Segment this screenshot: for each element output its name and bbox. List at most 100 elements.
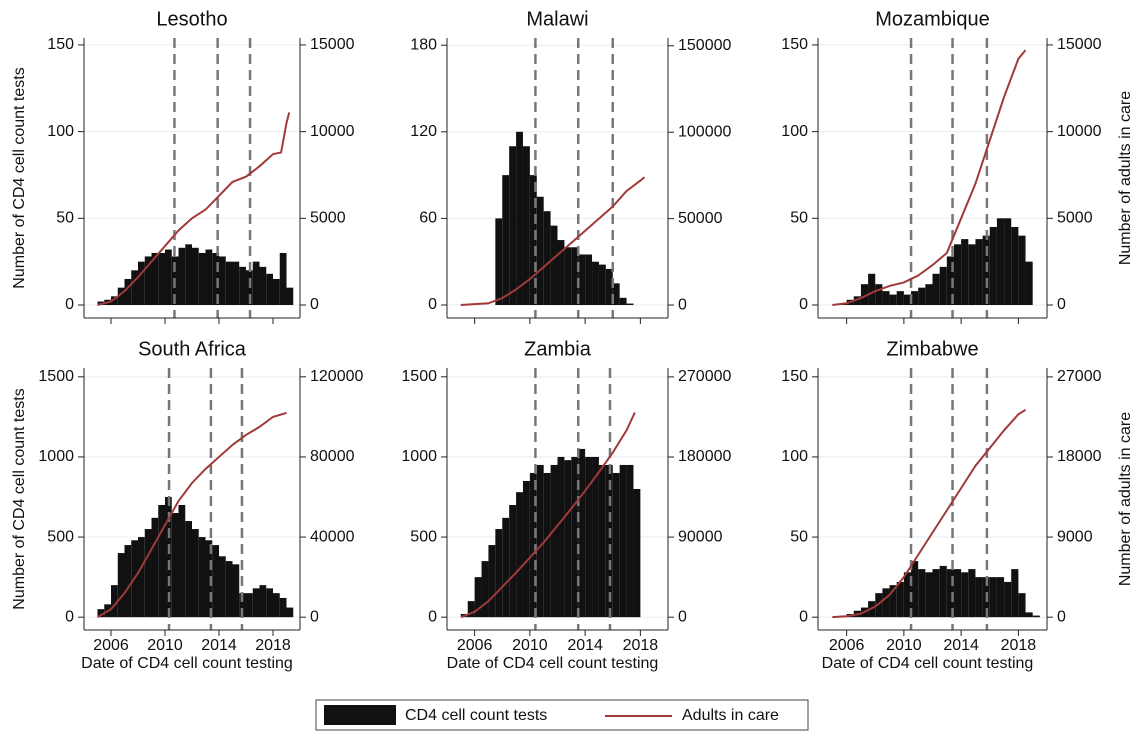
y2-tick-label: 0 bbox=[310, 296, 319, 313]
y-tick-label: 1500 bbox=[38, 368, 74, 385]
x-tick-label: 2006 bbox=[829, 637, 865, 654]
bar bbox=[882, 291, 890, 305]
bar bbox=[117, 287, 125, 305]
y2-tick-label: 15000 bbox=[1057, 36, 1102, 53]
bar bbox=[124, 545, 132, 618]
bar bbox=[592, 261, 599, 306]
bar bbox=[903, 572, 912, 618]
bar bbox=[205, 249, 213, 305]
y-tick-label: 120 bbox=[410, 123, 437, 140]
bar bbox=[1032, 615, 1040, 618]
bar bbox=[989, 226, 997, 305]
bar bbox=[543, 211, 551, 306]
bar bbox=[571, 456, 579, 618]
bar bbox=[138, 537, 145, 618]
y-axis-title: Number of CD4 cell count tests bbox=[11, 67, 28, 288]
y-tick-label: 100 bbox=[47, 123, 74, 140]
bar bbox=[259, 585, 267, 618]
y2-tick-label: 120000 bbox=[310, 368, 363, 385]
bar bbox=[502, 517, 510, 618]
bar bbox=[144, 256, 152, 305]
y-tick-label: 50 bbox=[790, 528, 808, 545]
bar bbox=[875, 284, 883, 305]
bar bbox=[158, 252, 165, 305]
bar bbox=[557, 456, 565, 618]
y2-tick-label: 10000 bbox=[310, 123, 355, 140]
x-tick-label: 2014 bbox=[201, 637, 237, 654]
bar bbox=[232, 261, 240, 305]
bar bbox=[266, 588, 273, 618]
bar bbox=[138, 261, 145, 305]
bar bbox=[875, 593, 883, 618]
legend-label: CD4 cell count tests bbox=[405, 707, 547, 724]
bar bbox=[259, 266, 267, 305]
bar bbox=[946, 569, 954, 618]
bar bbox=[266, 273, 273, 305]
y2-tick-label: 80000 bbox=[310, 448, 355, 465]
y2-tick-label: 5000 bbox=[1057, 210, 1093, 227]
bar bbox=[509, 146, 517, 306]
y-tick-label: 1000 bbox=[401, 448, 437, 465]
x-axis-title: Date of CD4 cell count testing bbox=[822, 655, 1034, 672]
bar bbox=[165, 249, 172, 305]
bar bbox=[239, 266, 246, 305]
bar bbox=[273, 278, 280, 305]
bar bbox=[212, 545, 219, 618]
bar bbox=[860, 284, 869, 305]
bar bbox=[131, 270, 138, 305]
bar bbox=[111, 296, 118, 305]
bar bbox=[1011, 569, 1019, 618]
bar bbox=[946, 256, 954, 305]
bar bbox=[903, 294, 912, 305]
bar bbox=[953, 569, 962, 618]
x-tick-label: 2006 bbox=[457, 637, 493, 654]
bar bbox=[889, 585, 897, 618]
bar bbox=[225, 261, 233, 305]
legend-label: Adults in care bbox=[682, 707, 779, 724]
bar bbox=[882, 588, 890, 618]
bar bbox=[896, 291, 904, 305]
bar bbox=[989, 577, 997, 618]
bar bbox=[953, 244, 962, 305]
bar bbox=[158, 505, 165, 618]
bar bbox=[252, 261, 260, 305]
bar bbox=[151, 252, 159, 305]
legend-swatch bbox=[324, 705, 396, 725]
y2-tick-label: 0 bbox=[310, 608, 319, 625]
bar bbox=[522, 146, 530, 306]
bar bbox=[1025, 261, 1033, 305]
legend-box bbox=[315, 699, 809, 731]
bar bbox=[557, 240, 565, 306]
line bbox=[460, 176, 646, 307]
bar bbox=[598, 464, 606, 618]
y2-tick-label: 50000 bbox=[678, 210, 723, 227]
bar bbox=[619, 464, 627, 618]
bar bbox=[252, 588, 260, 618]
bar bbox=[219, 556, 226, 618]
bar bbox=[925, 284, 933, 305]
y2-axis-title: Number of adults in care bbox=[1117, 91, 1134, 265]
bar bbox=[279, 597, 287, 618]
x-axis-title: Date of CD4 cell count testing bbox=[81, 655, 293, 672]
bar bbox=[516, 492, 523, 618]
line bbox=[832, 49, 1027, 306]
bar bbox=[853, 296, 861, 305]
y-tick-label: 0 bbox=[65, 296, 74, 313]
bar bbox=[286, 287, 294, 305]
panel-title: Zimbabwe bbox=[886, 338, 978, 360]
line bbox=[460, 412, 636, 619]
panel-title: South Africa bbox=[138, 338, 247, 360]
panel-title: Mozambique bbox=[875, 8, 990, 30]
bar bbox=[996, 218, 1005, 305]
y2-tick-label: 0 bbox=[678, 608, 687, 625]
x-tick-label: 2018 bbox=[1001, 637, 1037, 654]
y2-tick-label: 27000 bbox=[1057, 368, 1102, 385]
bar bbox=[192, 529, 199, 618]
y2-tick-label: 9000 bbox=[1057, 528, 1093, 545]
line bbox=[96, 411, 287, 619]
bar bbox=[550, 464, 558, 618]
bar bbox=[502, 175, 510, 306]
bar bbox=[165, 496, 172, 618]
y2-tick-label: 90000 bbox=[678, 528, 723, 545]
y2-tick-label: 180000 bbox=[678, 448, 731, 465]
